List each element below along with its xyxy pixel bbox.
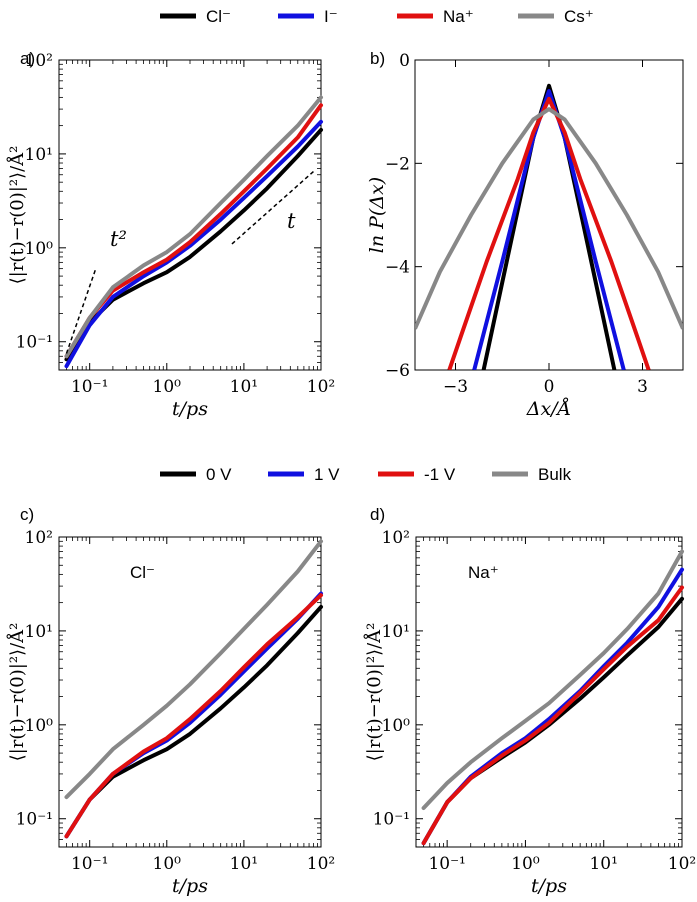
annotation-t: t bbox=[287, 209, 296, 233]
y-tick-label: −2 bbox=[385, 154, 410, 174]
x-axis-label: Δx/Å bbox=[526, 398, 572, 420]
legend-bottom: 0 V 1 V -1 V Bulk bbox=[160, 465, 572, 484]
y-axis-label: ln P(Δx) bbox=[366, 177, 388, 253]
plot-frame-a bbox=[58, 59, 322, 371]
panel-c: 10⁻¹ 10⁻¹ 10⁰ 10⁰ 10¹ 10¹ 10² 10² t/ps ⟨|r(t)−r(0… bbox=[6, 528, 335, 897]
plot-frame-d bbox=[415, 536, 683, 848]
series-line-d-2 bbox=[421, 585, 684, 846]
series-line-d-3 bbox=[421, 549, 684, 810]
y-tick-label: 10¹ bbox=[25, 622, 53, 642]
y-axis-label: ⟨|r(t)−r(0)|²⟩/Å² bbox=[6, 146, 28, 285]
y-tick-label: −4 bbox=[385, 258, 410, 278]
legend-entry-cl: Cl⁻ bbox=[160, 7, 231, 26]
x-tick-label: 10² bbox=[668, 854, 696, 874]
y-tick-label: 10¹ bbox=[25, 145, 53, 165]
series-line-c-2 bbox=[64, 593, 323, 839]
x-tick-label: 10⁰ bbox=[511, 854, 540, 874]
y-tick-label: 10² bbox=[25, 528, 53, 548]
legend-entry-cs: Cs⁺ bbox=[518, 7, 594, 26]
x-tick-label: 10⁰ bbox=[153, 377, 182, 397]
panel-d: 10⁻¹ 10⁻¹ 10⁰ 10⁰ 10¹ 10¹ 10² 10² t/ps ⟨|r(t)−r(0… bbox=[363, 528, 696, 897]
y-tick-label: 10⁻¹ bbox=[373, 810, 410, 830]
panel-b: 0 −2 −4 −6 −3 0 3 Δx/Å ln P(Δx) bbox=[366, 51, 684, 420]
y-axis-label: ⟨|r(t)−r(0)|²⟩/Å² bbox=[363, 623, 385, 762]
legend-label-bulk: Bulk bbox=[538, 465, 572, 484]
panel-letter-b: b) bbox=[370, 49, 385, 68]
inset-label-d: Na⁺ bbox=[468, 563, 499, 582]
legend-label-0v: 0 V bbox=[206, 465, 232, 484]
legend-label-minus1v: -1 V bbox=[424, 465, 456, 484]
panel-a: 10⁻¹ 10⁻¹ 10⁰ 10⁰ 10¹ 10¹ 10² 10² t/ps ⟨|r(t)−r(0… bbox=[6, 51, 335, 420]
y-tick-label: 10⁰ bbox=[25, 239, 54, 259]
y-axis-label: ⟨|r(t)−r(0)|²⟩/Å² bbox=[6, 623, 28, 762]
panel-letter-d: d) bbox=[370, 505, 385, 524]
guide-line-0 bbox=[65, 268, 97, 354]
x-axis-label: t/ps bbox=[531, 875, 567, 897]
legend-entry-na: Na⁺ bbox=[397, 7, 474, 26]
annotation-t2: t² bbox=[110, 227, 127, 251]
x-tick-label: 10⁻¹ bbox=[71, 377, 108, 397]
legend-label-na: Na⁺ bbox=[443, 7, 474, 26]
x-tick-label: 0 bbox=[544, 377, 555, 397]
x-tick-label: 3 bbox=[637, 377, 648, 397]
y-tick-label: 10¹ bbox=[382, 622, 410, 642]
legend-entry-minus1v: -1 V bbox=[378, 465, 456, 484]
y-tick-label: 0 bbox=[399, 51, 410, 71]
legend-label-cl: Cl⁻ bbox=[206, 7, 231, 26]
x-tick-label: 10² bbox=[307, 854, 335, 874]
y-tick-label: 10⁻¹ bbox=[16, 333, 53, 353]
panel-letter-c: c) bbox=[20, 505, 34, 524]
legend-label-cs: Cs⁺ bbox=[564, 7, 594, 26]
y-tick-label: −6 bbox=[385, 361, 410, 381]
x-axis-label: t/ps bbox=[172, 398, 208, 420]
plot-frame-c bbox=[58, 536, 322, 848]
x-tick-label: 10⁻¹ bbox=[428, 854, 465, 874]
plot-frame-b bbox=[414, 59, 684, 371]
panel-letter-a: a) bbox=[20, 49, 35, 68]
legend-top: Cl⁻ I⁻ Na⁺ Cs⁺ bbox=[160, 7, 594, 26]
legend-entry-0v: 0 V bbox=[160, 465, 232, 484]
x-tick-label: 10⁰ bbox=[153, 854, 182, 874]
x-tick-label: 10¹ bbox=[230, 377, 258, 397]
y-tick-label: 10² bbox=[25, 51, 53, 71]
x-tick-label: 10⁻¹ bbox=[71, 854, 108, 874]
legend-entry-i: I⁻ bbox=[278, 7, 338, 26]
inset-label-c: Cl⁻ bbox=[130, 563, 155, 582]
x-tick-label: 10² bbox=[307, 377, 335, 397]
legend-entry-bulk: Bulk bbox=[492, 465, 572, 484]
x-axis-label: t/ps bbox=[172, 875, 208, 897]
y-tick-label: 10² bbox=[382, 528, 410, 548]
series-line-a-3 bbox=[64, 95, 323, 359]
y-tick-label: 10⁰ bbox=[382, 716, 411, 736]
y-tick-label: 10⁻¹ bbox=[16, 810, 53, 830]
series-line-c-3 bbox=[64, 539, 323, 800]
x-tick-label: 10¹ bbox=[589, 854, 617, 874]
series-line-a-1 bbox=[64, 119, 323, 369]
legend-label-1v: 1 V bbox=[314, 465, 340, 484]
y-tick-label: 10⁰ bbox=[25, 716, 54, 736]
series-line-b-2 bbox=[447, 96, 651, 370]
series-line-b-0 bbox=[481, 83, 617, 370]
legend-label-i: I⁻ bbox=[324, 7, 338, 26]
x-tick-label: −3 bbox=[443, 377, 468, 397]
legend-entry-1v: 1 V bbox=[268, 465, 340, 484]
series-line-b-1 bbox=[472, 89, 626, 370]
series-line-b-3 bbox=[415, 107, 683, 330]
x-tick-label: 10¹ bbox=[230, 854, 258, 874]
